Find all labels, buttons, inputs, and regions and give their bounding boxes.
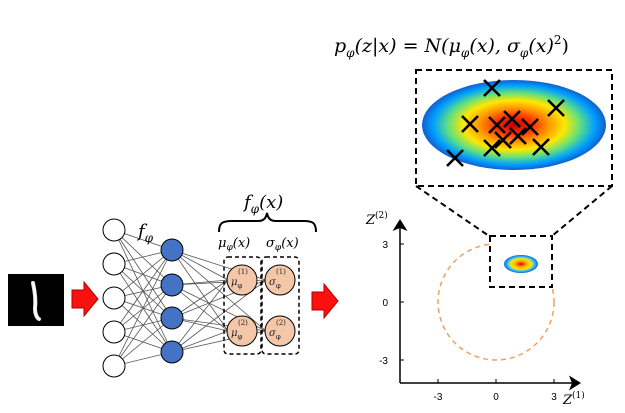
sample-markers bbox=[446, 79, 565, 167]
sample-cross-icon bbox=[446, 149, 464, 167]
sample-cross-icon bbox=[509, 127, 527, 145]
hidden-node bbox=[160, 340, 184, 364]
sample-cross-icon bbox=[532, 138, 550, 156]
posterior-density-small bbox=[504, 255, 538, 273]
x-axis-label: Z(1) bbox=[562, 390, 585, 408]
sigma-group-box bbox=[261, 256, 300, 355]
hidden-node bbox=[160, 306, 184, 330]
connection-line bbox=[113, 284, 173, 367]
zoom-connector-right bbox=[551, 185, 613, 237]
encoder-output-label: fφ(x) bbox=[242, 192, 283, 216]
x-tick-label: 0 bbox=[493, 392, 499, 403]
posterior-equation: pφ(z|x) = N(μφ(x), σφ(x)2) bbox=[334, 33, 569, 60]
connection-line bbox=[171, 279, 229, 353]
mu-group-box bbox=[223, 256, 262, 355]
svg-text:(1): (1) bbox=[238, 268, 248, 276]
y-axis-label: Z(2) bbox=[365, 210, 388, 228]
svg-text:σφ: σφ bbox=[269, 328, 281, 341]
svg-text:σφ: σφ bbox=[269, 277, 281, 290]
sigma-node-1: σφ (1) bbox=[264, 264, 296, 296]
input-node bbox=[102, 286, 126, 310]
connection-line bbox=[113, 249, 173, 367]
hidden-node bbox=[160, 238, 184, 262]
right-arrow-icon bbox=[71, 280, 99, 318]
input-node bbox=[102, 320, 126, 344]
right-arrow-icon bbox=[311, 282, 339, 320]
input-node bbox=[102, 218, 126, 242]
latent-plot: Z(2) Z(1) 3 0 -3 -3 0 3 bbox=[365, 210, 585, 408]
input-node bbox=[102, 354, 126, 378]
connection-line bbox=[113, 249, 173, 333]
input-layer bbox=[102, 218, 126, 378]
x-tick-label: -3 bbox=[434, 392, 443, 403]
zoom-connector-left bbox=[415, 185, 490, 237]
svg-text:μφ: μφ bbox=[231, 277, 243, 290]
svg-text:(2): (2) bbox=[238, 319, 248, 327]
hidden-layer bbox=[160, 238, 184, 364]
input-node bbox=[102, 252, 126, 276]
y-tick-label: 0 bbox=[382, 298, 388, 309]
sample-cross-icon bbox=[483, 79, 501, 97]
connection-line bbox=[113, 229, 173, 286]
output-brace bbox=[218, 212, 317, 233]
connection-line bbox=[171, 284, 229, 332]
sample-cross-icon bbox=[494, 131, 512, 149]
y-tick-label: -3 bbox=[379, 356, 388, 367]
mu-node-1: μφ (1) bbox=[226, 264, 258, 296]
mu-node-2: μφ (2) bbox=[226, 315, 258, 347]
y-tick-label: 3 bbox=[382, 240, 388, 251]
x-tick-label: 3 bbox=[551, 392, 557, 403]
posterior-density-large bbox=[422, 80, 606, 170]
sample-cross-icon bbox=[483, 139, 501, 157]
sample-cross-icon bbox=[521, 118, 539, 136]
svg-text:(2): (2) bbox=[276, 319, 286, 327]
connection-line bbox=[171, 249, 267, 332]
sigma-group-label: σφ(x) bbox=[266, 236, 299, 253]
mu-group-label: μφ(x) bbox=[218, 236, 250, 253]
zoom-inset bbox=[415, 69, 613, 187]
sample-cross-icon bbox=[547, 99, 565, 117]
input-image bbox=[8, 274, 64, 326]
sigma-node-2: σφ (2) bbox=[264, 315, 296, 347]
sample-cross-icon bbox=[488, 116, 506, 134]
hidden-node bbox=[160, 273, 184, 297]
sample-cross-icon bbox=[461, 115, 479, 133]
svg-text:μφ: μφ bbox=[231, 328, 243, 341]
connection-line bbox=[113, 317, 173, 367]
svg-text:(1): (1) bbox=[276, 268, 286, 276]
encoder-label: fφ bbox=[136, 221, 154, 245]
connection-line bbox=[113, 249, 173, 299]
connection-line bbox=[171, 249, 229, 332]
sample-cross-icon bbox=[503, 110, 521, 128]
